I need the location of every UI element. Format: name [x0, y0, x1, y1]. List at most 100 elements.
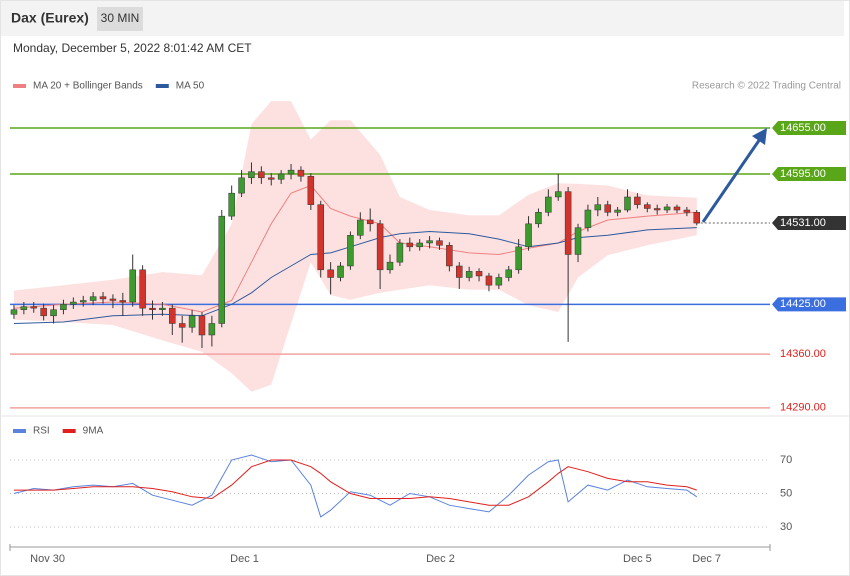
candle-body — [307, 176, 315, 205]
moving-average — [13, 184, 697, 313]
candle-body — [475, 271, 483, 277]
candle-body — [268, 177, 275, 180]
candle-body — [614, 209, 621, 213]
candle-body — [436, 240, 443, 246]
y-tick-label: 30 — [780, 521, 792, 533]
level-label: 14360.00 — [780, 348, 826, 360]
candle-body — [198, 315, 206, 336]
candle-body — [149, 307, 156, 310]
legend-label: MA 50 — [176, 81, 205, 92]
legend-swatch — [62, 429, 76, 433]
candle-body — [376, 223, 384, 271]
level-label: 14531.00 — [780, 217, 826, 229]
credit: Research © 2022 Trading Central — [692, 81, 841, 92]
candle-body — [535, 212, 542, 225]
forecast-arrow — [701, 138, 762, 223]
candle-body — [634, 196, 641, 205]
candle-body — [188, 315, 196, 328]
candle-body — [228, 192, 235, 217]
timestamp: Monday, December 5, 2022 8:01:42 AM CET — [13, 41, 252, 55]
candle-body — [693, 212, 701, 224]
x-tick-label: Dec 7 — [692, 553, 721, 565]
candle-body — [119, 300, 127, 303]
candle-body — [327, 269, 334, 278]
interval[interactable]: 30 MIN — [101, 11, 140, 25]
candle-body — [20, 306, 28, 310]
candle-body — [169, 307, 176, 324]
candle-body — [505, 269, 512, 278]
candle-body — [396, 242, 404, 263]
x-tick-label: Dec 2 — [426, 553, 455, 565]
legend-label: MA 20 + Bollinger Bands — [33, 81, 143, 92]
legend-swatch — [13, 84, 26, 88]
candle-body — [653, 208, 661, 211]
rsi-line — [13, 454, 698, 518]
candle-body — [208, 323, 216, 336]
candle-body — [287, 169, 295, 175]
candle-body — [129, 269, 136, 303]
candle-body — [277, 173, 285, 180]
y-tick-label: 50 — [780, 487, 792, 499]
candle-body — [40, 307, 47, 317]
candle-body — [297, 169, 305, 177]
candle-body — [159, 307, 166, 310]
x-tick-label: Nov 30 — [30, 553, 65, 565]
candle-body — [673, 206, 681, 211]
candle-body — [456, 265, 463, 278]
candle-body — [644, 204, 651, 209]
level-label-box — [772, 216, 846, 231]
legend-label: RSI — [33, 426, 50, 437]
candle-body — [683, 209, 691, 213]
instrument-title: Dax (Eurex) — [11, 10, 89, 26]
candle-body — [574, 227, 582, 255]
forecast-arrowhead — [752, 128, 767, 145]
level-label: 14595.00 — [780, 168, 826, 180]
candle-body — [50, 309, 57, 317]
candle-body — [218, 215, 226, 324]
level-label: 14290.00 — [780, 402, 826, 414]
level-label-box — [772, 297, 846, 312]
candle-body — [604, 204, 611, 213]
candle-body — [594, 204, 602, 211]
candle-body — [485, 275, 493, 286]
candle-body — [248, 171, 255, 179]
x-tick-label: Dec 5 — [623, 553, 652, 565]
candle-body — [109, 298, 117, 301]
candle-body — [386, 261, 394, 271]
candle-body — [406, 242, 414, 248]
level-label: 14425.00 — [780, 298, 826, 310]
interval-box[interactable] — [97, 7, 143, 31]
candle-body — [258, 171, 265, 179]
candle-body — [317, 204, 324, 271]
candle-body — [99, 296, 107, 300]
candle-body — [416, 242, 423, 248]
candle-body — [178, 323, 186, 328]
candle-body — [515, 246, 522, 271]
candle-body — [357, 219, 364, 236]
candle-body — [79, 300, 87, 303]
candle-body — [60, 304, 67, 310]
level-label-box — [772, 166, 846, 181]
candle-body — [337, 265, 344, 278]
candle-body — [465, 271, 473, 278]
candle-body — [426, 240, 433, 244]
legend-swatch — [155, 84, 169, 88]
candle-body — [30, 306, 37, 309]
candle-body — [545, 196, 552, 213]
legend-label: 9MA — [83, 426, 104, 437]
candle-body — [554, 191, 562, 198]
y-tick-label: 70 — [780, 454, 792, 466]
x-tick-label: Dec 1 — [230, 553, 259, 565]
candle-body — [10, 309, 18, 315]
candle-body — [525, 223, 532, 248]
candle-body — [89, 296, 97, 301]
candle-body — [495, 277, 503, 286]
level-label-box — [772, 120, 846, 135]
candle-body — [663, 206, 671, 211]
level-label: 14655.00 — [780, 122, 826, 134]
candle-body — [347, 235, 354, 267]
candle-body — [564, 191, 572, 255]
bollinger-band — [14, 101, 697, 392]
candle-body — [446, 245, 453, 267]
